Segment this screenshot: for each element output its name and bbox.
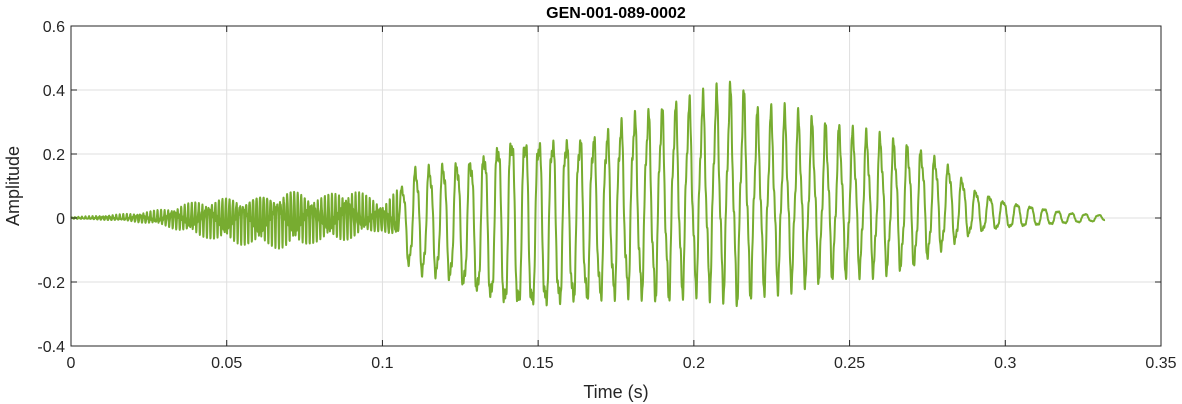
y-tick-label: -0.4: [37, 339, 65, 356]
y-tick-label: -0.2: [37, 275, 65, 292]
y-tick-label: 0.2: [43, 147, 65, 164]
y-axis-label: Amplitude: [3, 146, 23, 226]
x-tick-label: 0: [67, 355, 76, 372]
axis-ticks: 0 0.05 0.1 0.15 0.2 0.25 0.3 0.35 -0.4 -0.2 0 0.2 0.…: [37, 19, 1176, 372]
x-tick-label: 0.15: [523, 355, 554, 372]
plot-frame: [70, 25, 1162, 347]
x-tick-label: 0.2: [683, 355, 705, 372]
x-tick-label: 0.1: [371, 355, 393, 372]
y-tick-label: 0.4: [43, 83, 65, 100]
y-tick-label: 0: [56, 211, 65, 228]
y-tick-label: 0.6: [43, 19, 65, 36]
x-tick-label: 0.35: [1145, 355, 1176, 372]
x-tick-label: 0.05: [211, 355, 242, 372]
chart-title: GEN-001-089-0002: [546, 5, 686, 22]
x-tick-label: 0.3: [994, 355, 1016, 372]
x-tick-label: 0.25: [834, 355, 865, 372]
signal-series: [70, 80, 1106, 308]
x-axis-label: Time (s): [583, 382, 648, 402]
waveform-line: [70, 80, 1106, 308]
